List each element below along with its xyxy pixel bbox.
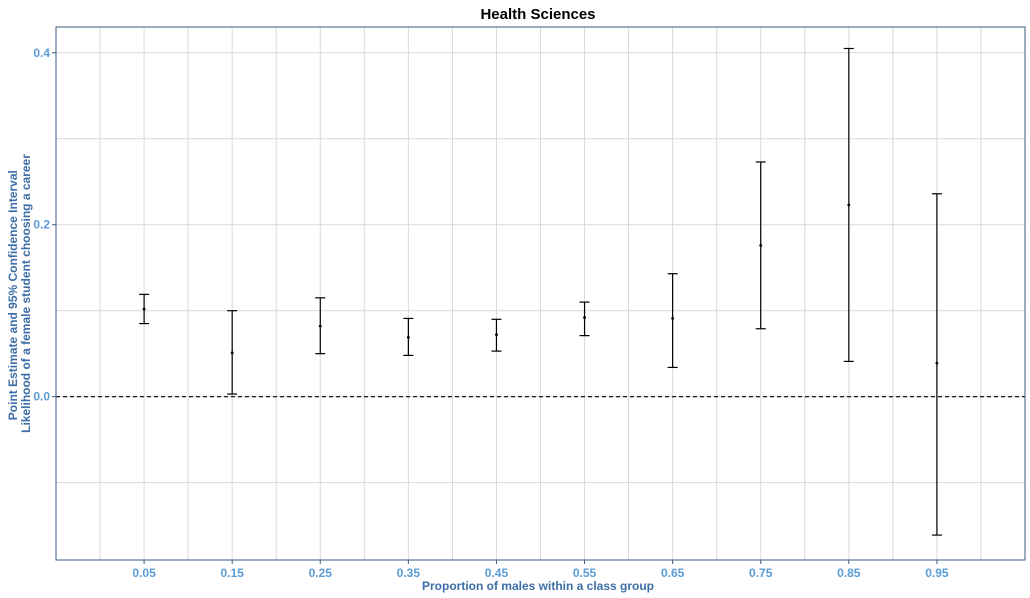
y-tick-label: 0.2: [33, 218, 50, 232]
x-tick-label: 0.25: [309, 566, 333, 580]
x-tick-label: 0.45: [485, 566, 509, 580]
error-bar-0.95: [931, 193, 942, 536]
error-bar-0.65: [667, 273, 678, 369]
x-tick-label: 0.95: [925, 566, 949, 580]
error-bar-0.15: [227, 310, 238, 395]
point-estimate: [671, 317, 675, 320]
y-axis-title-line-1: Point Estimate and 95% Confidence Interv…: [6, 170, 20, 420]
point-estimate: [230, 351, 234, 355]
x-tick-label: 0.15: [221, 566, 245, 580]
point-estimate: [847, 203, 851, 207]
y-tick-label: 0.4: [33, 46, 50, 60]
error-bar-0.75: [755, 161, 766, 330]
x-tick-label: 0.85: [837, 566, 861, 580]
plot-frame: [55, 26, 1026, 561]
y-axis-ticks: 0.0 0.2 0.4: [33, 46, 56, 404]
point-estimate: [142, 307, 146, 311]
x-tick-label: 0.65: [661, 566, 685, 580]
y-axis-title: Point Estimate and 95% Confidence Interv…: [6, 154, 33, 433]
point-estimate: [759, 243, 763, 247]
point-estimate: [318, 324, 322, 328]
x-axis-title: Proportion of males within a class group: [422, 579, 654, 593]
y-axis-title-line-2: Likelihood of a female student choosing …: [19, 154, 33, 433]
y-tick-label: 0.0: [33, 390, 50, 404]
error-bar-0.85: [843, 47, 854, 363]
point-estimate: [935, 361, 939, 365]
x-tick-label: 0.55: [573, 566, 597, 580]
chart-title: Health Sciences: [480, 6, 595, 23]
x-tick-label: 0.05: [132, 566, 156, 580]
error-bars: [139, 47, 942, 536]
error-bar-0.05: [139, 293, 150, 325]
point-estimate: [495, 333, 498, 337]
x-tick-label: 0.75: [749, 566, 773, 580]
point-estimate: [406, 335, 410, 339]
grid-lines: [56, 27, 1025, 560]
x-axis-ticks: 0.05 0.15 0.25 0.35 0.45 0.55 0.65 0.75 0.85 0.95: [132, 560, 949, 580]
x-tick-label: 0.35: [397, 566, 421, 580]
error-bar-0.25: [315, 297, 326, 355]
point-estimate: [583, 316, 586, 319]
error-bar-0.55: [579, 301, 590, 337]
error-bar-0.35: [403, 317, 414, 356]
error-bar-0.45: [491, 318, 502, 352]
